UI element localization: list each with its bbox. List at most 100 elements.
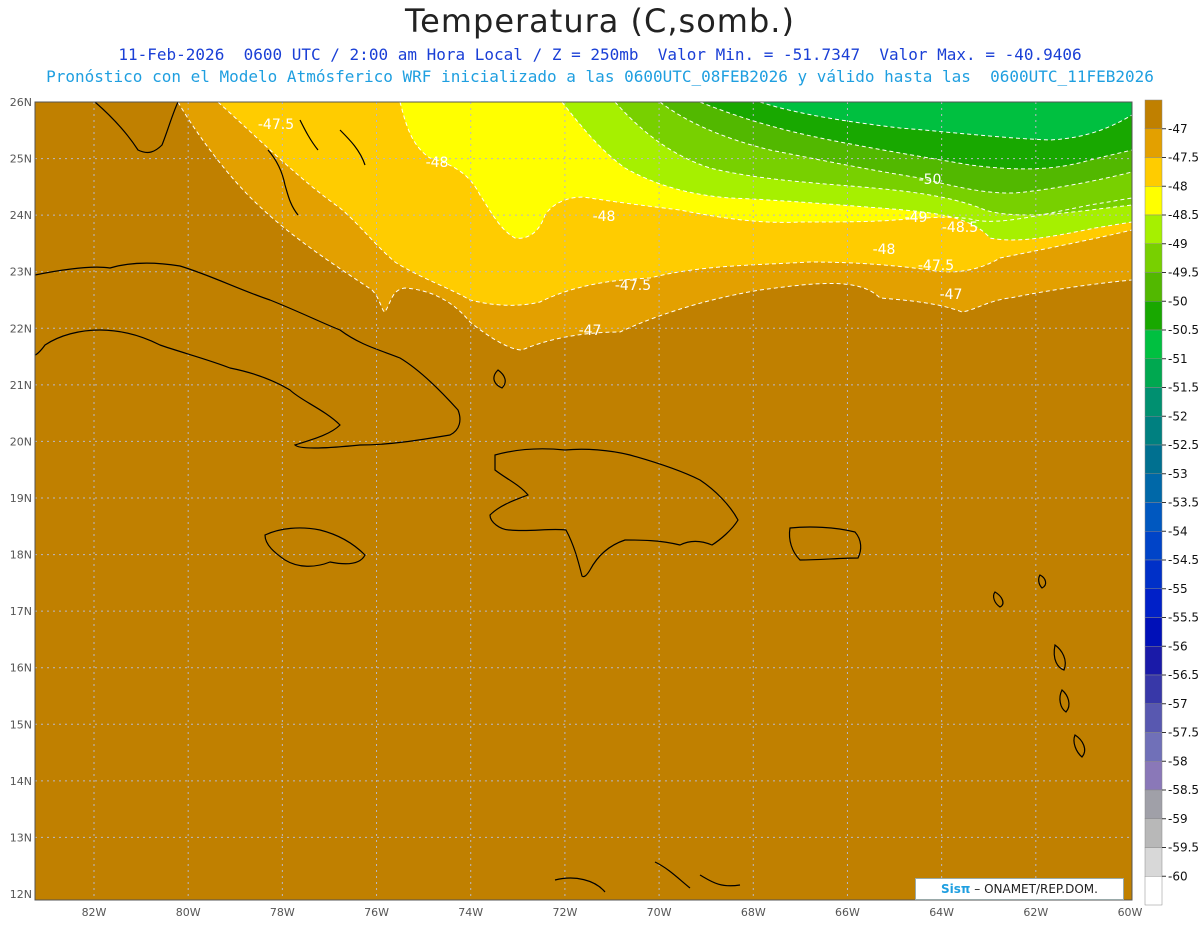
credit-box: Sisπ – ONAMET/REP.DOM.: [915, 878, 1124, 900]
coast-jamaica: [264, 527, 366, 567]
latitude-label: 19N: [10, 492, 32, 505]
contour-value-label: -47: [579, 323, 602, 339]
map-fill-layer: [35, 102, 1132, 900]
contour-49: [614, 102, 1132, 216]
colorbar-label: -49: [1168, 237, 1188, 251]
sispi-logo: Sisπ: [941, 882, 971, 896]
contour-value-label: -48: [593, 209, 616, 225]
colorbar-swatch: [1144, 703, 1163, 733]
colorbar-swatch: [1144, 99, 1163, 129]
colorbar-swatch: [1144, 272, 1163, 302]
coast-lesser-antilles-1: [1053, 643, 1066, 671]
colorbar-swatch: [1144, 387, 1163, 417]
colorbar-label: -57.5: [1168, 726, 1199, 740]
latitude-label: 22N: [10, 322, 32, 335]
colorbar-swatch: [1144, 818, 1163, 848]
colorbar-swatch: [1144, 301, 1163, 331]
longitude-label: 68W: [741, 906, 766, 919]
colorbar-label: -55.5: [1168, 611, 1199, 625]
colorbar-label: -49.5: [1168, 266, 1199, 280]
contour-value-label: -50: [919, 172, 942, 188]
latitude-label: 13N: [10, 831, 32, 844]
model-info-line: Pronóstico con el Modelo Atmósferico WRF…: [46, 67, 1154, 86]
colorbar-swatch: [1144, 674, 1163, 704]
colorbar-swatch: [1144, 358, 1163, 388]
coast-turks: [493, 369, 506, 389]
colorbar-label: -57: [1168, 697, 1188, 711]
longitude-label: 60W: [1118, 906, 1143, 919]
contour-value-label: -47: [940, 287, 963, 303]
map-frame: [34, 101, 1133, 901]
colorbar-label: -53.5: [1168, 496, 1199, 510]
contour-value-label: -47.5: [258, 117, 294, 133]
latitude-label: 25N: [10, 153, 32, 166]
graticule: [35, 102, 1132, 900]
coast-florida: [94, 102, 179, 154]
contour-50-5: [759, 102, 1132, 141]
latitude-label: 24N: [10, 209, 32, 222]
colorbar-label: -52.5: [1168, 438, 1199, 452]
colorbar-label: -56.5: [1168, 668, 1199, 682]
colorbar-swatch: [1144, 646, 1163, 676]
colorbar-swatch: [1144, 243, 1163, 273]
colorbar-swatch: [1144, 617, 1163, 647]
latitude-label: 20N: [10, 435, 32, 448]
coast-south-america: [554, 861, 741, 893]
contour-value-label: -47.5: [615, 278, 651, 294]
latitude-label: 18N: [10, 549, 32, 562]
longitude-label: 76W: [364, 906, 389, 919]
colorbar-label: -50: [1168, 294, 1188, 308]
colorbar-label: -50.5: [1168, 323, 1199, 337]
coast-lesser-antilles-4: [1038, 574, 1047, 589]
colorbar-label: -59.5: [1168, 841, 1199, 855]
longitude-label: 62W: [1023, 906, 1048, 919]
colorbar-label: -58: [1168, 754, 1188, 768]
longitude-label: 82W: [82, 906, 107, 919]
colorbar-swatch: [1144, 444, 1163, 474]
colorbar-swatch: [1144, 502, 1163, 532]
colorbar-label: -52: [1168, 409, 1188, 423]
credit-text: – ONAMET/REP.DOM.: [974, 882, 1098, 896]
latitude-label: 16N: [10, 662, 32, 675]
latitude-label: 17N: [10, 605, 32, 618]
latitude-labels: 26N 25N 24N 23N 22N 21N 20N 19N 18N 17N 16N 15N 14N 1…: [10, 96, 32, 901]
colorbar-swatch: [1144, 329, 1163, 359]
colorbar-label: -54.5: [1168, 553, 1199, 567]
coastlines: [35, 102, 1086, 893]
longitude-label: 78W: [270, 906, 295, 919]
coast-hispaniola: [489, 448, 739, 578]
latitude-label: 23N: [10, 266, 32, 279]
colorbar-swatch: [1144, 588, 1163, 618]
latitude-label: 14N: [10, 775, 32, 788]
contour-50: [699, 102, 1132, 170]
latitude-label: 26N: [10, 96, 32, 109]
contour-value-label: -49: [905, 210, 928, 226]
colorbar-label: -54: [1168, 524, 1188, 538]
contour-48-5: [561, 102, 1132, 241]
coast-bahamas-abaco: [299, 119, 319, 151]
contour-47: [177, 102, 1132, 351]
colorbar-label: -56: [1168, 639, 1188, 653]
latitude-label: 15N: [10, 718, 32, 731]
coast-cuba: [35, 262, 461, 449]
colorbar-label: -60: [1168, 869, 1188, 883]
colorbar-swatch: [1144, 473, 1163, 503]
longitude-label: 70W: [647, 906, 672, 919]
longitude-label: 64W: [929, 906, 954, 919]
colorbar-swatch: [1144, 789, 1163, 819]
contour-labels: -47.5 -48 -48 -50 -49 -48.5 -48 -47.5 -47.5 -47 -4…: [258, 117, 978, 339]
longitude-label: 80W: [176, 906, 201, 919]
colorbar-swatch: [1144, 214, 1163, 244]
colorbar-swatch: [1144, 559, 1163, 589]
colorbar-label: -55: [1168, 582, 1188, 596]
coast-puerto-rico: [788, 526, 862, 561]
coast-bahamas-andros: [267, 149, 299, 216]
colorbar-swatch: [1144, 876, 1163, 906]
colorbar-swatch: [1144, 732, 1163, 762]
colorbar-swatch: [1144, 416, 1163, 446]
colorbar-label: -47.5: [1168, 151, 1199, 165]
colorbar-swatch: [1144, 531, 1163, 561]
colorbar-swatch: [1144, 847, 1163, 877]
longitude-labels: 82W 80W 78W 76W 74W 72W 70W 68W 66W 64W 62W 60W: [82, 906, 1143, 919]
